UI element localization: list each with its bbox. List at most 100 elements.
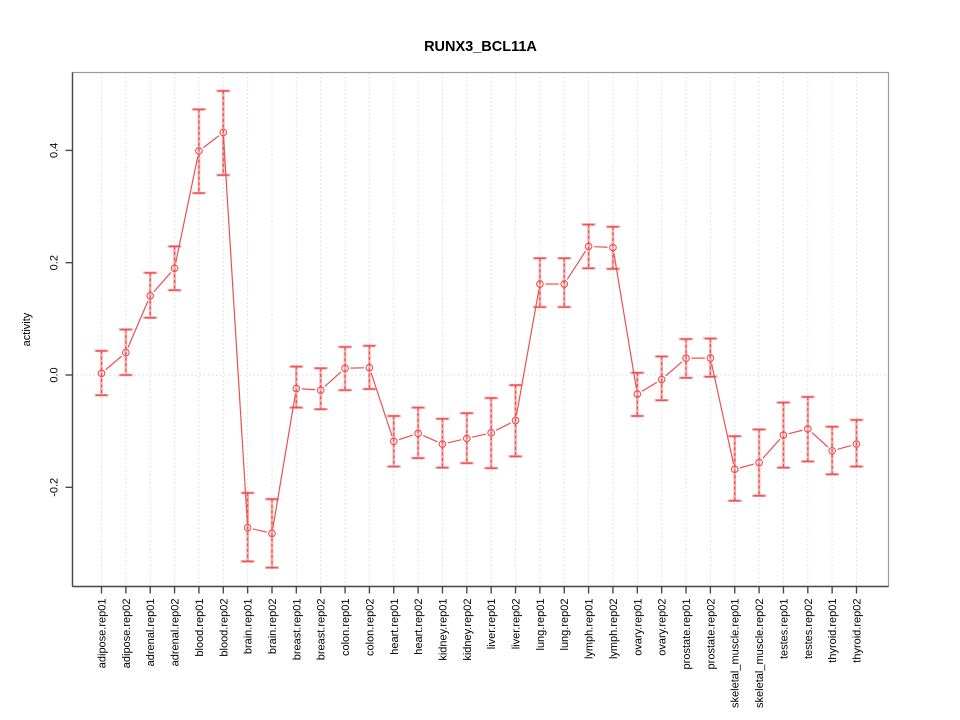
data-point (292, 384, 301, 393)
x-tick-label: brain.rep01 (243, 599, 255, 655)
line-segment (710, 363, 735, 465)
y-tick-label: 0.2 (49, 255, 61, 270)
error-bars-outer (94, 89, 864, 569)
line-segment (641, 381, 658, 392)
data-point (170, 264, 179, 273)
data-point (755, 458, 763, 467)
line-segment (811, 432, 829, 448)
x-tick-label: lung.rep01 (535, 599, 547, 651)
x-tick-label: adrenal.rep02 (170, 599, 182, 667)
x-tick-label: blood.rep02 (218, 599, 230, 657)
line-segment (153, 272, 172, 293)
line-segment (324, 371, 342, 387)
data-point (487, 428, 496, 437)
x-tick-label: skeletal_muscle.rep02 (754, 599, 766, 708)
data-point (122, 348, 130, 357)
gridlines (72, 72, 889, 587)
data-point (365, 363, 374, 372)
line-segment (566, 250, 587, 280)
x-tick-label: heart.rep02 (413, 599, 425, 655)
data-point (657, 375, 666, 384)
x-tick-label: thyroid.rep02 (852, 599, 864, 663)
x-tick-label: heart.rep01 (389, 599, 401, 655)
data-point (609, 243, 617, 252)
x-tick-label: prostate.rep02 (705, 599, 717, 670)
data-point (219, 128, 228, 137)
line-segment (515, 289, 540, 416)
line-segment (594, 246, 608, 248)
x-tick-label: liver.rep01 (486, 599, 498, 650)
x-tick-label: kidney.rep02 (462, 599, 474, 661)
data-point (682, 354, 690, 363)
x-tick-label: testes.rep02 (803, 599, 815, 660)
data-point (268, 529, 276, 538)
x-tick-label: blood.rep01 (194, 599, 206, 657)
x-tick-label: lymph.rep01 (584, 599, 596, 660)
line-segment (422, 435, 438, 443)
x-tick-label: prostate.rep01 (681, 599, 693, 670)
line-segment (665, 361, 683, 377)
line-segment (762, 438, 781, 459)
line-segment (447, 439, 462, 444)
chart-title: RUNX3_BCL11A (424, 39, 537, 55)
line-segment (127, 300, 149, 348)
y-tick-label: 0.0 (49, 367, 61, 382)
line-segment (202, 135, 220, 149)
x-tick-label: brain.rep02 (267, 599, 279, 655)
data-point (560, 280, 569, 288)
line-segment (223, 137, 248, 523)
data-point (341, 364, 349, 373)
y-tick-label: -0.2 (49, 478, 61, 497)
line-segment (788, 429, 803, 435)
data-point (536, 280, 544, 288)
x-tick-label: ovary.rep01 (632, 599, 644, 656)
data-point (852, 440, 861, 448)
x-tick-label: adipose.rep01 (97, 599, 109, 669)
series-line (105, 135, 852, 533)
error-bars-inner (96, 90, 863, 569)
data-point (828, 446, 837, 455)
data-point (195, 147, 203, 155)
data-point (779, 431, 788, 439)
y-axis-title: activity (21, 312, 33, 346)
x-tick-label: lymph.rep02 (608, 599, 620, 660)
line-segment (105, 355, 123, 371)
x-tick-label: lung.rep02 (559, 599, 571, 651)
line-segment (175, 156, 199, 264)
line-segment (495, 422, 511, 431)
line-segment (252, 528, 267, 533)
x-tick-label: kidney.rep01 (437, 599, 449, 661)
data-point (584, 242, 593, 251)
x-tick-label: colon.rep02 (364, 599, 376, 657)
x-tick-label: testes.rep01 (778, 599, 790, 660)
line-segment (613, 252, 638, 389)
x-tick-label: breast.rep01 (291, 599, 303, 661)
plot-frame (71, 71, 890, 588)
data-point (462, 434, 471, 443)
axes (71, 71, 890, 588)
y-axis-ticks: -0.2 0.0 0.2 0.4 (49, 143, 73, 497)
x-axis-ticks: adipose.rep01 adipose.rep02 adrenal.rep01 a… (97, 586, 864, 708)
data-point (414, 429, 422, 438)
line-segment (272, 393, 297, 529)
data-point (511, 416, 520, 425)
x-tick-label: breast.rep02 (316, 599, 328, 661)
line-segment (301, 388, 316, 391)
line-segment (398, 434, 414, 441)
x-tick-label: adrenal.rep01 (145, 599, 157, 667)
x-tick-label: liver.rep02 (511, 599, 523, 650)
x-tick-label: ovary.rep02 (657, 599, 669, 656)
x-tick-label: adipose.rep02 (121, 599, 133, 669)
y-tick-label: 0.4 (49, 143, 61, 158)
data-point (243, 523, 252, 532)
x-tick-label: skeletal_muscle.rep01 (730, 599, 742, 708)
data-point (803, 425, 812, 433)
data-point (316, 386, 325, 395)
line-segment (739, 463, 754, 469)
data-point (706, 354, 715, 363)
line-segment (472, 433, 486, 438)
data-point (438, 440, 447, 448)
line-segment (837, 444, 852, 450)
